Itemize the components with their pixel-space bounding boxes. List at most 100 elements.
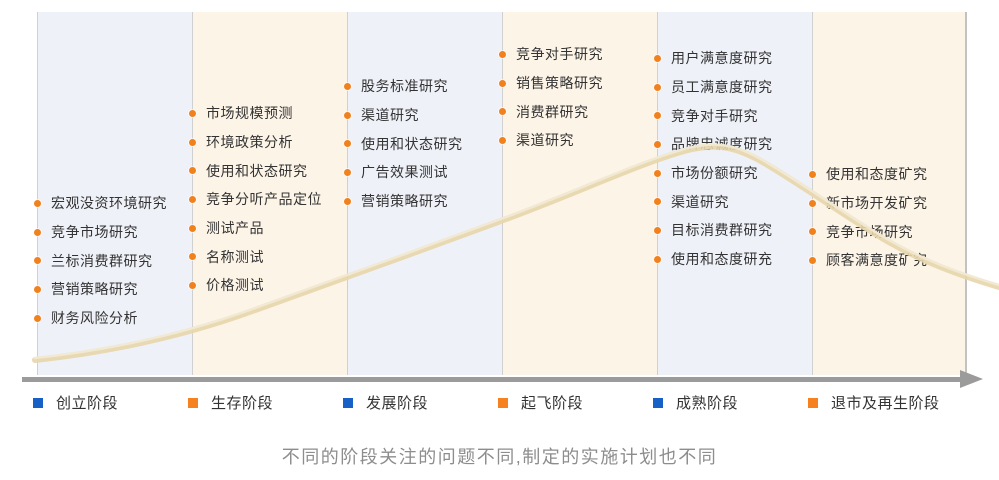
research-item: 用户满意度研究 — [654, 44, 812, 73]
bullet-dot-icon — [189, 167, 196, 175]
bullet-dot-icon — [654, 169, 661, 177]
research-item-label: 使用和状态研究 — [361, 135, 463, 152]
research-item-label: 竞争市场研究 — [826, 223, 913, 240]
legend-item-1: 创立阶段 — [33, 392, 118, 413]
legend-swatch-icon — [653, 397, 663, 408]
stage-item-list: 竞争对手研究 销售策略研究 消费群研究 渠道研究 — [499, 40, 657, 155]
bullet-dot-icon — [654, 140, 661, 148]
research-item-label: 使用和态度研充 — [671, 251, 773, 268]
research-item-label: 渠道研究 — [361, 107, 419, 124]
research-item: 目标消费群研究 — [654, 216, 812, 245]
research-item: 员工满意度研究 — [654, 73, 812, 102]
bullet-dot-icon — [344, 82, 351, 90]
legend-swatch-icon — [343, 397, 353, 408]
bullet-dot-icon — [654, 83, 661, 91]
research-item-label: 销售策略研究 — [516, 75, 603, 92]
research-item: 渠道研究 — [499, 126, 657, 155]
legend-item-4: 起飞阶段 — [498, 392, 583, 413]
research-item: 市场规模预测 — [189, 99, 347, 128]
legend-stage-label: 退市及再生阶段 — [831, 395, 940, 412]
bullet-dot-icon — [189, 195, 196, 203]
research-item: 使用和状态研究 — [344, 129, 502, 158]
bullet-dot-icon — [344, 168, 351, 176]
legend-stage-label: 生存阶段 — [211, 395, 274, 412]
research-item: 财务风险分析 — [34, 304, 192, 333]
legend-stage-label: 创立阶段 — [56, 395, 119, 412]
research-item-label: 新市场开发矿究 — [826, 195, 928, 212]
bullet-dot-icon — [654, 255, 661, 263]
research-item: 股务标准研究 — [344, 72, 502, 101]
research-item: 宏观没资环境研究 — [34, 189, 192, 218]
bullet-dot-icon — [189, 138, 196, 146]
research-item-label: 广告效果测试 — [361, 164, 448, 181]
research-item: 使用和状态研究 — [189, 156, 347, 185]
research-item: 品牌忠诚度研究 — [654, 130, 812, 159]
stage-column-6: 使用和态度矿究 新市场开发矿究 竞争市场研究 顾客满意度矿究 — [809, 12, 967, 375]
bullet-dot-icon — [654, 112, 661, 120]
research-item-label: 渠道研究 — [516, 132, 574, 149]
research-item-label: 股务标准研究 — [361, 78, 448, 95]
legend-item-3: 发展阶段 — [343, 392, 428, 413]
research-item-label: 渠道研究 — [671, 193, 729, 210]
research-item: 营销策略研究 — [34, 275, 192, 304]
research-item-label: 目标消费群研究 — [671, 222, 773, 239]
research-item: 渠道研究 — [654, 187, 812, 216]
stage-column-3: 股务标准研究 渠道研究使用和状态研究 广告效果测试营销策略研究 — [344, 12, 502, 375]
bullet-dot-icon — [654, 226, 661, 234]
research-item-label: 财务风险分析 — [51, 310, 138, 327]
bullet-dot-icon — [499, 79, 506, 87]
stage-column-2: 市场规模预测 环境政策分析 使用和状态研究 竞争分听产品定位 测试产品 名称测试 价格测试 — [189, 12, 347, 375]
legend-swatch-icon — [808, 397, 818, 408]
legend-stage-label: 成熟阶段 — [676, 395, 739, 412]
bullet-dot-icon — [499, 108, 506, 116]
research-item: 兰标消费群研究 — [34, 246, 192, 275]
stage-item-list: 使用和态度矿究 新市场开发矿究 竞争市场研究 顾客满意度矿究 — [809, 160, 965, 275]
stage-column-1: 宏观没资环境研究竞争市场研究 兰标消费群研究营销策略研究财务风险分析 — [34, 12, 192, 375]
bullet-dot-icon — [654, 54, 661, 62]
research-item: 竞争市场研究 — [34, 218, 192, 247]
research-item-label: 市场规模预测 — [206, 105, 293, 122]
timeline-axis — [22, 377, 962, 382]
research-item: 竞争对手研究 — [654, 101, 812, 130]
research-item-label: 使用和态度矿究 — [826, 166, 928, 183]
research-item-label: 环境政策分析 — [206, 134, 293, 151]
bullet-dot-icon — [34, 257, 41, 265]
research-item-label: 竞争分听产品定位 — [206, 191, 322, 208]
research-item: 市场份额研究 — [654, 159, 812, 188]
caption-text: 不同的阶段关注的问题不同,制定的实施计划也不同 — [281, 447, 718, 467]
research-item-label: 测试产品 — [206, 220, 264, 237]
legend-swatch-icon — [33, 397, 43, 408]
legend-item-6: 退市及再生阶段 — [808, 392, 940, 413]
stage-item-list: 市场规模预测 环境政策分析 使用和状态研究 竞争分听产品定位 测试产品 名称测试 价格测试 — [189, 99, 347, 300]
research-item-label: 使用和状态研究 — [206, 162, 308, 179]
research-item: 竞争市场研究 — [809, 217, 965, 246]
research-item: 使用和态度研充 — [654, 245, 812, 274]
research-item: 渠道研究 — [344, 101, 502, 130]
bullet-dot-icon — [344, 197, 351, 205]
legend-swatch-icon — [188, 397, 198, 408]
research-item-label: 员工满意度研究 — [671, 79, 773, 96]
research-item-label: 竞争市场研究 — [51, 224, 138, 241]
research-item-label: 消费群研究 — [516, 103, 589, 120]
research-item: 环境政策分析 — [189, 128, 347, 157]
research-item-label: 兰标消费群研究 — [51, 252, 153, 269]
stage-column-4: 竞争对手研究 销售策略研究 消费群研究 渠道研究 — [499, 12, 657, 375]
research-item: 测试产品 — [189, 214, 347, 243]
research-item: 使用和态度矿究 — [809, 160, 965, 189]
bullet-dot-icon — [189, 109, 196, 117]
bullet-dot-icon — [189, 224, 196, 232]
research-item-label: 品牌忠诚度研究 — [671, 136, 773, 153]
bullet-dot-icon — [499, 50, 506, 58]
bullet-dot-icon — [344, 140, 351, 148]
research-item: 名称测试 — [189, 242, 347, 271]
stage-item-list: 用户满意度研究员工满意度研究竞争对手研究品牌忠诚度研究市场份额研究渠道研究目标消… — [654, 44, 812, 274]
research-item: 营销策略研究 — [344, 187, 502, 216]
research-item: 销售策略研究 — [499, 69, 657, 98]
timeline-axis-arrowhead-icon — [960, 370, 983, 388]
bullet-dot-icon — [809, 256, 816, 264]
bullet-dot-icon — [809, 199, 816, 207]
bullet-dot-icon — [34, 228, 41, 236]
bullet-dot-icon — [34, 199, 41, 207]
legend-stage-label: 起飞阶段 — [521, 395, 584, 412]
